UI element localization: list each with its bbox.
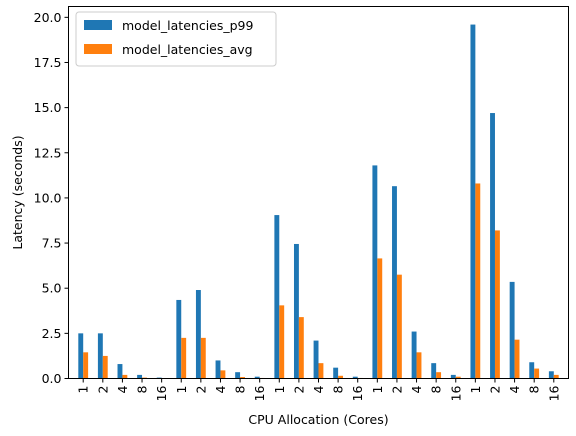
bar-avg-2 — [122, 374, 128, 379]
bar-p99-5 — [176, 299, 182, 379]
bar-avg-20 — [475, 183, 481, 379]
bar-p99-1 — [97, 333, 103, 379]
bar-avg-15 — [377, 258, 383, 379]
bar-p99-16 — [392, 186, 397, 379]
legend-swatch-p99 — [84, 20, 112, 30]
x-tick-label-4: 16 — [154, 385, 169, 401]
x-tick-label-19: 16 — [448, 385, 463, 401]
x-axis-ticks: 1 2 4 8 16 1 2 4 8 16 1 2 4 8 16 1 2 4 8 16 1 2 4 8 16 — [76, 378, 561, 401]
bar-p99-10 — [274, 215, 280, 379]
bar-avg-19 — [455, 376, 461, 379]
bar-avg-11 — [298, 317, 304, 379]
bar-avg-16 — [396, 274, 402, 379]
x-tick-label-21: 2 — [487, 386, 502, 394]
bar-p99-15 — [372, 165, 378, 379]
legend-label-p99: model_latencies_p99 — [122, 18, 254, 33]
bar-p99-8 — [235, 372, 241, 379]
y-tick-label-1: 2.5 — [42, 326, 62, 341]
bar-p99-14 — [352, 376, 358, 379]
y-tick-label-7: 17.5 — [34, 55, 62, 70]
y-axis-ticks: 0.0 2.5 5.0 7.5 10.0 12.5 15.0 17.5 20.0 — [34, 10, 69, 386]
bar-p99-19 — [450, 374, 456, 379]
bar-p99-12 — [313, 340, 319, 379]
bar-p99-24 — [548, 371, 554, 379]
x-tick-label-10: 1 — [272, 386, 287, 394]
bar-avg-21 — [494, 230, 500, 379]
legend: model_latencies_p99 model_latencies_avg — [75, 11, 277, 67]
x-tick-label-23: 8 — [527, 385, 542, 393]
bars-layer — [78, 24, 559, 379]
x-tick-label-9: 16 — [252, 385, 267, 401]
bar-avg-22 — [514, 339, 520, 379]
x-tick-label-3: 8 — [135, 385, 150, 393]
bar-p99-2 — [117, 364, 123, 379]
y-tick-label-3: 7.5 — [42, 236, 62, 251]
bar-p99-9 — [254, 376, 260, 379]
x-tick-label-16: 2 — [389, 386, 404, 394]
x-tick-label-24: 16 — [546, 385, 561, 401]
x-tick-label-1: 2 — [95, 386, 110, 394]
bar-p99-7 — [215, 360, 221, 379]
bar-p99-18 — [431, 363, 437, 379]
bar-avg-24 — [553, 374, 559, 379]
y-tick-label-0: 0.0 — [42, 371, 62, 386]
bar-p99-21 — [490, 113, 495, 379]
y-tick-label-4: 10.0 — [34, 190, 62, 205]
x-tick-label-11: 2 — [291, 386, 306, 394]
bar-p99-22 — [509, 281, 515, 379]
bar-avg-13 — [338, 375, 344, 379]
x-tick-label-7: 4 — [213, 385, 228, 393]
legend-box — [75, 11, 277, 67]
bar-p99-13 — [333, 367, 339, 379]
bar-p99-3 — [137, 374, 143, 379]
bar-avg-0 — [83, 352, 89, 379]
x-tick-label-13: 8 — [331, 385, 346, 393]
bar-p99-23 — [529, 362, 535, 379]
x-tick-label-22: 4 — [507, 385, 522, 393]
bar-p99-0 — [78, 333, 84, 379]
bar-avg-23 — [534, 368, 540, 379]
x-tick-label-6: 2 — [193, 386, 208, 394]
y-axis-title: Latency (seconds) — [10, 135, 25, 249]
bar-avg-6 — [200, 337, 206, 379]
bar-p99-11 — [293, 243, 299, 379]
bar-avg-8 — [240, 377, 245, 379]
bar-p99-20 — [470, 24, 476, 379]
bar-avg-17 — [416, 352, 422, 379]
bar-avg-5 — [181, 337, 187, 379]
bar-avg-12 — [318, 363, 324, 379]
y-tick-label-6: 15.0 — [34, 100, 62, 115]
x-tick-label-14: 16 — [350, 385, 365, 401]
bar-avg-10 — [279, 305, 285, 379]
x-tick-label-18: 8 — [429, 385, 444, 393]
x-tick-label-0: 1 — [76, 386, 91, 394]
x-tick-label-2: 4 — [115, 385, 130, 393]
x-tick-label-5: 1 — [174, 386, 189, 394]
bar-avg-7 — [220, 370, 226, 379]
x-axis-title: CPU Allocation (Cores) — [248, 412, 388, 427]
y-tick-label-5: 12.5 — [34, 145, 62, 160]
x-tick-label-20: 1 — [468, 386, 483, 394]
legend-swatch-avg — [84, 44, 112, 54]
y-tick-label-8: 20.0 — [34, 10, 62, 25]
x-tick-label-12: 4 — [311, 385, 326, 393]
y-tick-label-2: 5.0 — [42, 281, 62, 296]
legend-label-avg: model_latencies_avg — [122, 42, 253, 57]
x-tick-label-17: 4 — [409, 385, 424, 393]
bar-p99-17 — [411, 331, 417, 379]
bar-avg-1 — [102, 355, 108, 379]
bar-p99-6 — [195, 290, 201, 379]
plot-frame — [68, 6, 569, 379]
bar-avg-18 — [436, 372, 442, 379]
x-tick-label-8: 8 — [233, 385, 248, 393]
x-tick-label-15: 1 — [370, 386, 385, 394]
